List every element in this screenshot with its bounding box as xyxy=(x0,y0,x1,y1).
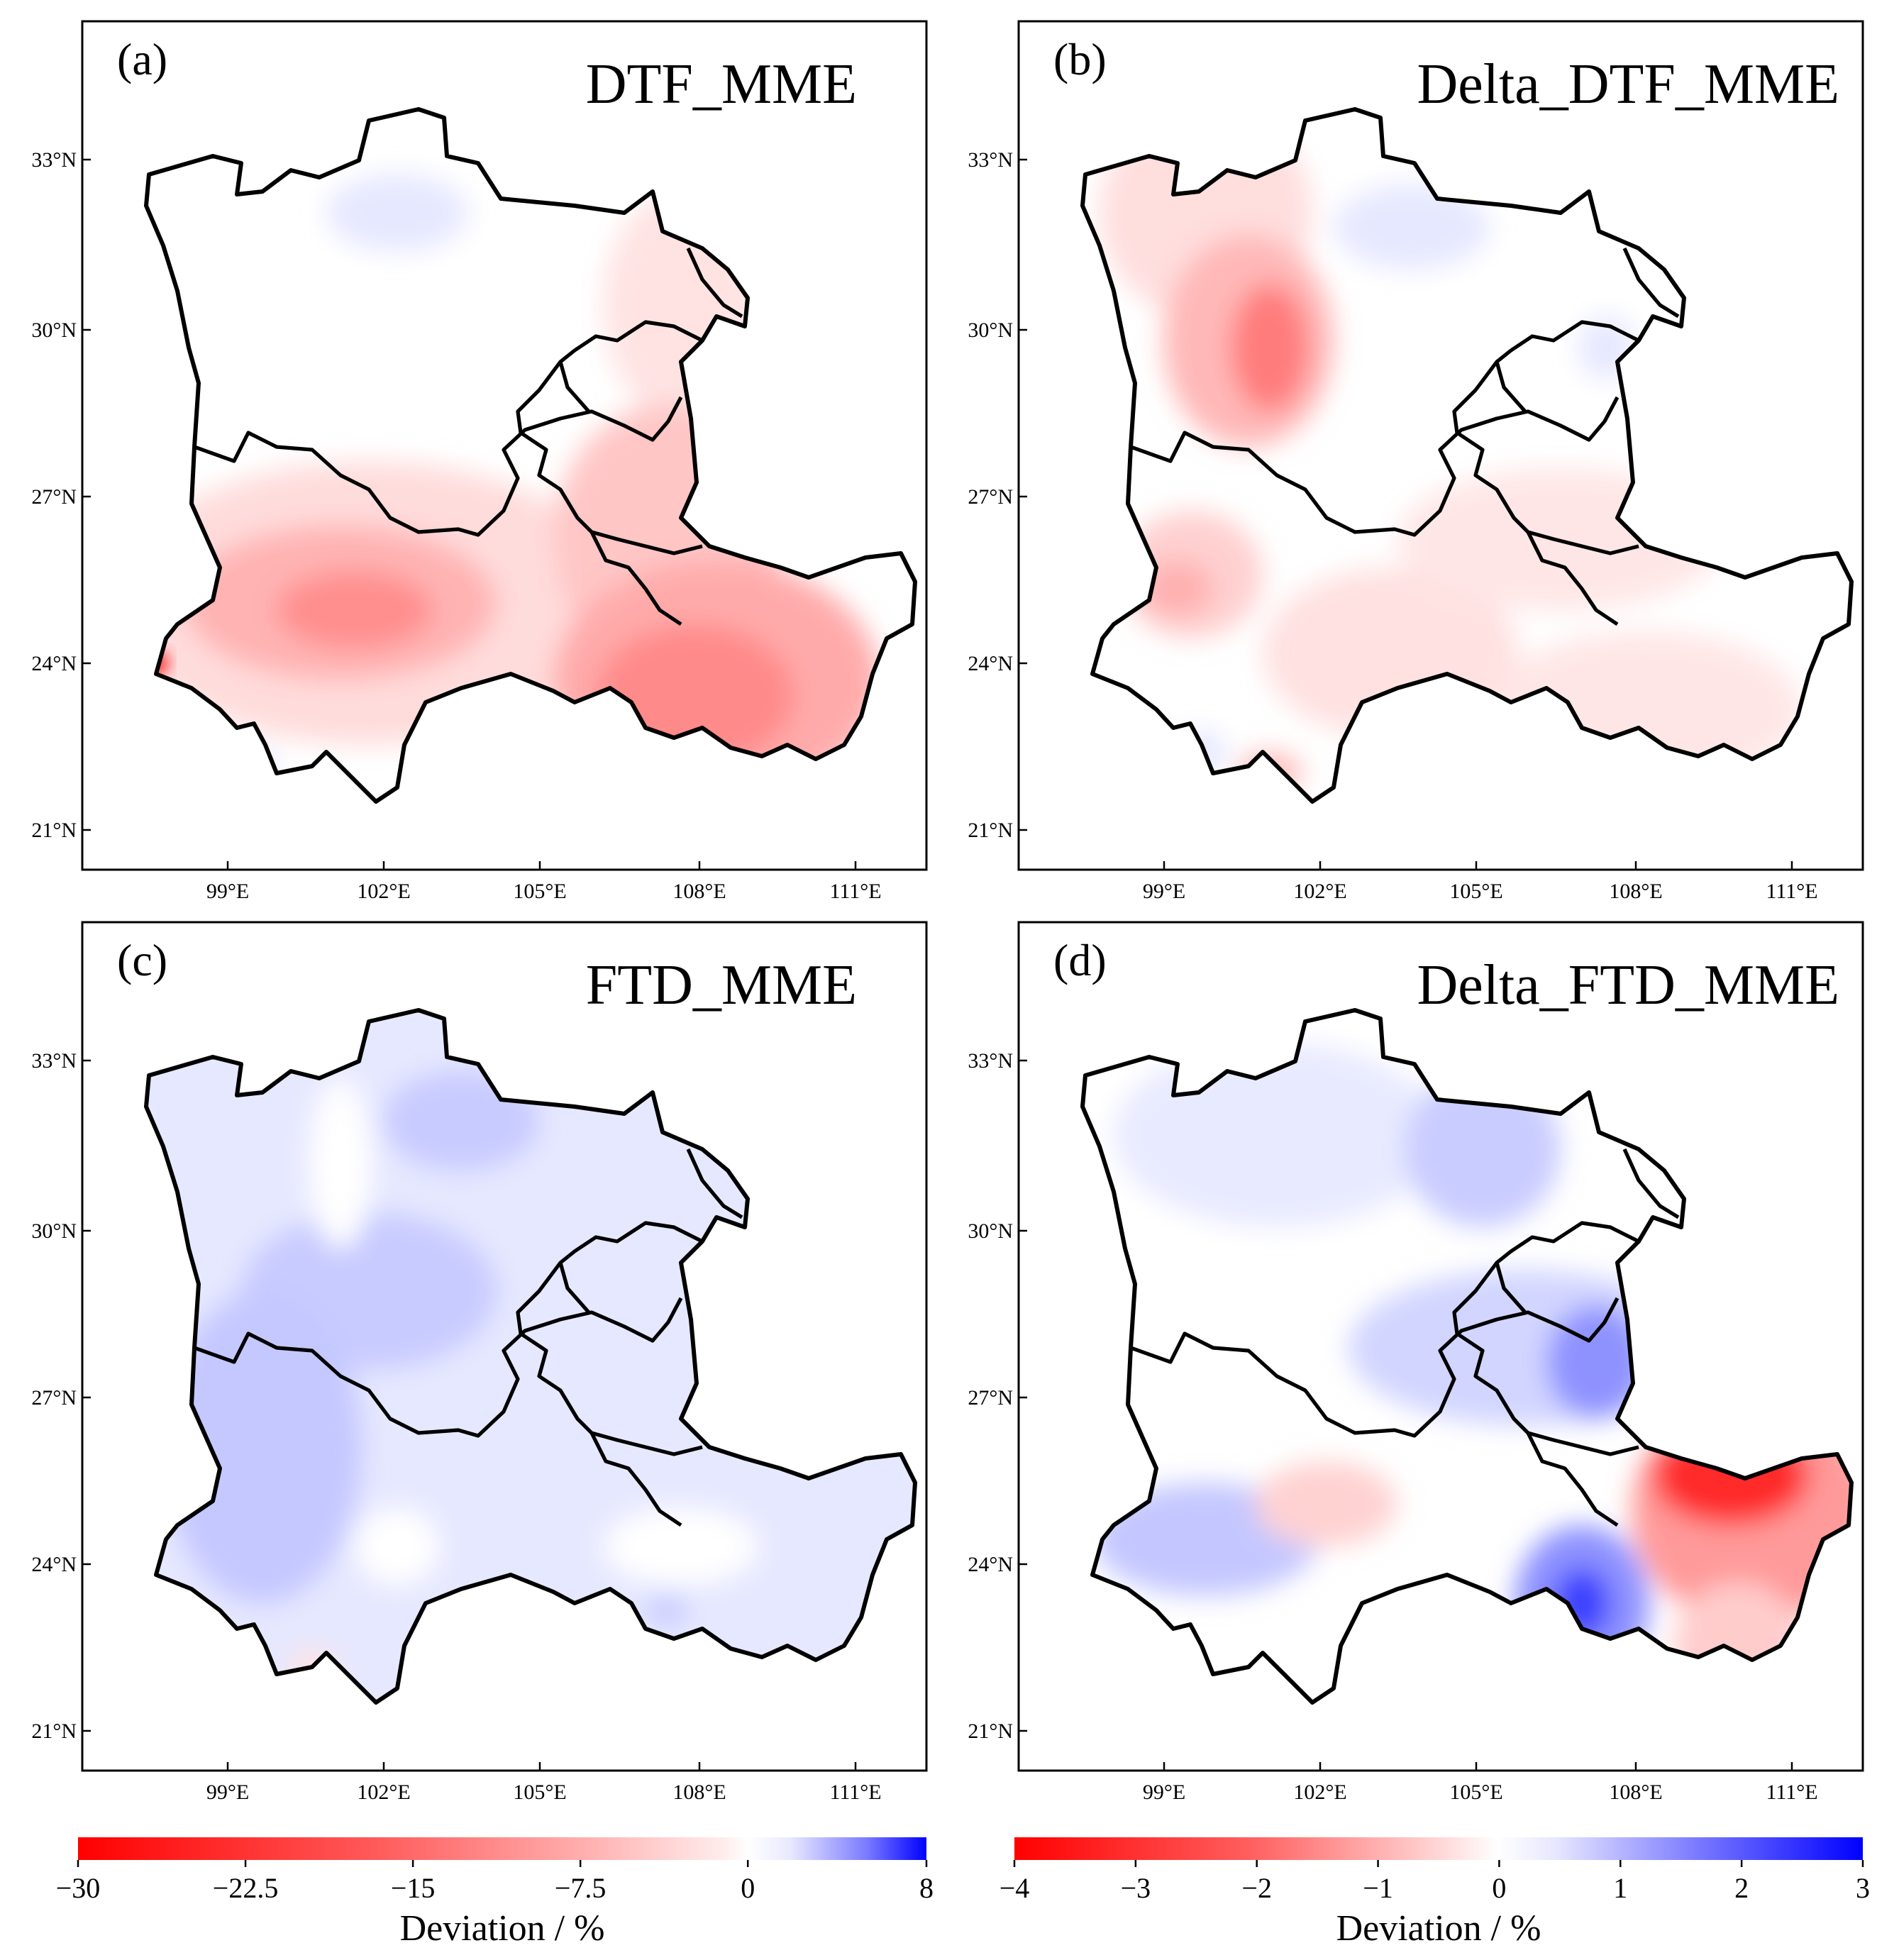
lon-tick-label: 111°E xyxy=(829,1781,881,1804)
colorbar-tick-label: 0 xyxy=(741,1872,755,1904)
lat-tick-label: 24°N xyxy=(968,1553,1013,1576)
lon-tick-label: 99°E xyxy=(206,880,249,903)
lat-tick-label: 33°N xyxy=(968,148,1013,172)
lat-tick-label: 21°N xyxy=(968,819,1013,842)
colorbar-tick-label: 3 xyxy=(1856,1872,1870,1904)
colorbar-tick-label: 2 xyxy=(1734,1872,1749,1904)
lat-tick-label: 24°N xyxy=(968,652,1013,675)
lat-tick-label: 21°N xyxy=(31,819,77,842)
lon-tick-label: 108°E xyxy=(672,880,726,903)
colorbar-tick-label: −22.5 xyxy=(213,1872,279,1904)
lon-tick-label: 105°E xyxy=(1449,1781,1502,1804)
panel-c-ticks: 33°N 30°N 27°N 24°N 21°N 99°E 102°E 105°E 108°E 1… xyxy=(31,1049,881,1804)
lat-tick-label: 21°N xyxy=(31,1720,77,1743)
colorbar-left-ticks: −30 −22.5 −15 −7.5 0 8 xyxy=(56,1860,934,1904)
lon-tick-label: 102°E xyxy=(1293,880,1346,903)
lon-tick-label: 105°E xyxy=(513,880,566,903)
colorbar-tick-label: −3 xyxy=(1121,1872,1151,1904)
lat-tick-label: 30°N xyxy=(968,319,1013,342)
panel-a-ticks: 33°N 30°N 27°N 24°N 21°N 99°E 102°E 105°E 108°E 1… xyxy=(31,148,881,903)
lat-tick-label: 27°N xyxy=(31,485,77,509)
lon-tick-label: 108°E xyxy=(672,1781,726,1804)
panel-c-label: (c) xyxy=(117,935,167,985)
lon-tick-label: 105°E xyxy=(1449,880,1502,903)
colorbar-right-ticks: −4 −3 −2 −1 0 1 2 3 xyxy=(1000,1860,1870,1904)
lat-tick-label: 24°N xyxy=(31,1553,77,1576)
colorbar-left-title: Deviation / % xyxy=(400,1908,605,1949)
lat-tick-label: 21°N xyxy=(968,1720,1013,1743)
lon-tick-label: 108°E xyxy=(1609,1781,1662,1804)
lon-tick-label: 102°E xyxy=(357,880,410,903)
colorbar-left: −30 −22.5 −15 −7.5 0 8 Deviation / % xyxy=(56,1837,934,1949)
colorbar-tick-label: 1 xyxy=(1613,1872,1627,1904)
panel-c-title: FTD_MME xyxy=(586,954,857,1017)
lat-tick-label: 33°N xyxy=(31,1049,77,1073)
lon-tick-label: 102°E xyxy=(357,1781,410,1804)
lat-tick-label: 30°N xyxy=(31,1219,77,1243)
lat-tick-label: 30°N xyxy=(31,319,77,342)
panel-a-label: (a) xyxy=(117,34,167,84)
colorbar-right-title: Deviation / % xyxy=(1336,1908,1541,1949)
lon-tick-label: 102°E xyxy=(1293,1781,1346,1804)
panel-b: (b) Delta_DTF_MME 33°N 30°N 27°N 24°N 21°N 99… xyxy=(968,20,1864,903)
panel-d: (d) Delta_FTD_MME 33°N 30°N 27°N 24°N 21°N 99… xyxy=(968,921,1864,1804)
lon-tick-label: 99°E xyxy=(206,1781,249,1804)
colorbar-right: −4 −3 −2 −1 0 1 2 3 Deviation / % xyxy=(1000,1837,1870,1949)
lon-tick-label: 111°E xyxy=(829,880,881,903)
colorbar-tick-label: −7.5 xyxy=(555,1872,607,1904)
colorbar-tick-label: −30 xyxy=(56,1872,101,1904)
panel-a: (a) DTF_MME 33°N 30°N 27°N 24°N 21°N 99°E 102°… xyxy=(31,20,928,903)
lat-tick-label: 24°N xyxy=(31,652,77,675)
colorbar-tick-label: −15 xyxy=(391,1872,436,1904)
lat-tick-label: 27°N xyxy=(968,1386,1013,1410)
lon-tick-label: 111°E xyxy=(1766,1781,1817,1804)
lat-tick-label: 33°N xyxy=(968,1049,1013,1073)
panel-b-label: (b) xyxy=(1053,34,1107,84)
lon-tick-label: 99°E xyxy=(1143,1781,1185,1804)
panel-c: (c) FTD_MME 33°N 30°N 27°N 24°N 21°N 99°E 102°… xyxy=(31,921,928,1804)
lat-tick-label: 33°N xyxy=(31,148,77,172)
panel-d-label: (d) xyxy=(1053,935,1107,985)
panel-b-title: Delta_DTF_MME xyxy=(1417,53,1839,116)
colorbar-tick-label: −4 xyxy=(1000,1872,1030,1904)
panel-d-ticks: 33°N 30°N 27°N 24°N 21°N 99°E 102°E 105°E 108°E 1… xyxy=(968,1049,1817,1804)
colorbar-tick-label: −2 xyxy=(1241,1872,1272,1904)
lon-tick-label: 111°E xyxy=(1766,880,1817,903)
colorbar-right-gradient xyxy=(1014,1837,1863,1860)
lat-tick-label: 27°N xyxy=(31,1386,77,1410)
panel-d-title: Delta_FTD_MME xyxy=(1417,954,1839,1017)
lon-tick-label: 108°E xyxy=(1609,880,1662,903)
lat-tick-label: 30°N xyxy=(968,1219,1013,1243)
colorbar-tick-label: −1 xyxy=(1363,1872,1393,1904)
panel-b-ticks: 33°N 30°N 27°N 24°N 21°N 99°E 102°E 105°E 108°E 1… xyxy=(968,148,1817,903)
colorbar-tick-label: 0 xyxy=(1492,1872,1506,1904)
lat-tick-label: 27°N xyxy=(968,485,1013,509)
lon-tick-label: 99°E xyxy=(1143,880,1185,903)
lon-tick-label: 105°E xyxy=(513,1781,566,1804)
colorbar-left-gradient xyxy=(78,1837,926,1860)
colorbar-tick-label: 8 xyxy=(919,1872,934,1904)
panel-a-title: DTF_MME xyxy=(586,53,857,116)
